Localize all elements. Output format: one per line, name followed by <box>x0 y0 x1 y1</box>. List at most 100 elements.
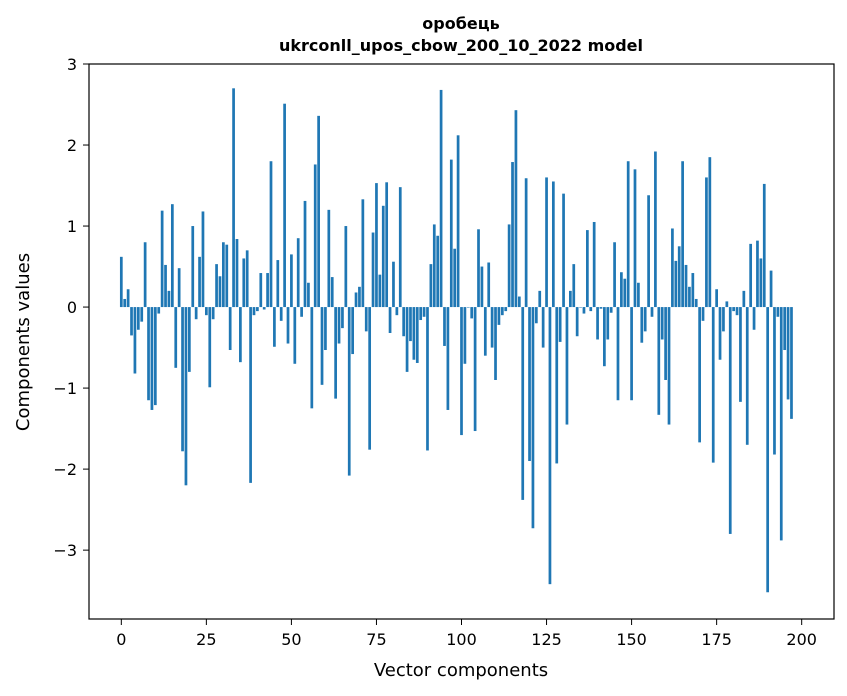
x-tick-label: 100 <box>446 630 477 649</box>
bar <box>511 162 514 308</box>
bar <box>776 307 780 317</box>
bar <box>667 307 671 425</box>
bar <box>419 307 423 321</box>
bar <box>684 264 688 308</box>
bar <box>211 307 215 320</box>
bar <box>786 307 790 400</box>
bar <box>187 307 191 372</box>
bar <box>694 298 698 308</box>
bar <box>480 266 484 308</box>
bar <box>470 307 474 319</box>
bar <box>320 307 324 385</box>
bar <box>460 307 463 436</box>
bar <box>249 307 252 483</box>
bar <box>752 307 756 330</box>
bar <box>317 115 320 308</box>
bar <box>534 307 538 324</box>
bar <box>483 307 487 356</box>
bar <box>671 228 674 308</box>
bar <box>759 258 763 308</box>
bar <box>153 307 157 406</box>
bar <box>358 286 361 308</box>
bar <box>290 254 293 308</box>
bar <box>494 307 497 380</box>
bar <box>531 307 535 529</box>
bar <box>436 235 440 308</box>
bar <box>749 243 753 308</box>
x-tick-label: 125 <box>531 630 562 649</box>
bar <box>283 103 286 308</box>
bar <box>351 307 355 355</box>
y-tick-label: 0 <box>67 298 77 317</box>
chart-title-line-1: оробець <box>422 14 499 33</box>
bar <box>262 307 266 310</box>
bar <box>368 307 372 450</box>
y-tick-label: −3 <box>53 541 77 560</box>
bar <box>606 307 610 340</box>
bar <box>201 211 205 308</box>
bar <box>235 239 239 308</box>
bar <box>456 135 460 308</box>
y-tick-label: 1 <box>67 217 77 236</box>
bar <box>225 244 229 308</box>
bar <box>279 307 283 321</box>
bar <box>551 181 555 308</box>
bar <box>742 290 746 308</box>
bar <box>378 274 382 308</box>
bar <box>327 209 331 308</box>
bar <box>422 307 426 317</box>
bar <box>361 199 365 308</box>
bar <box>160 210 164 308</box>
bar <box>773 307 776 455</box>
bar <box>402 307 406 337</box>
bar <box>545 177 548 308</box>
bar <box>674 260 678 308</box>
bar <box>136 307 140 330</box>
bar <box>620 272 623 308</box>
bar <box>228 307 232 351</box>
bar <box>119 256 123 308</box>
bar <box>779 307 783 541</box>
bar <box>296 238 300 308</box>
bar <box>375 183 378 308</box>
y-tick-label: 3 <box>67 55 77 74</box>
bar <box>443 307 446 346</box>
bar <box>218 276 222 308</box>
bar <box>722 307 725 332</box>
bar <box>222 242 225 308</box>
bar <box>728 307 732 534</box>
bar <box>677 246 681 308</box>
bar <box>637 282 640 308</box>
bar <box>310 307 314 409</box>
bar <box>232 88 235 308</box>
bar <box>463 307 467 364</box>
y-tick-label: 2 <box>67 136 77 155</box>
bar <box>205 307 208 316</box>
bar <box>174 307 178 368</box>
bar <box>497 307 501 325</box>
bar <box>698 307 701 443</box>
bar <box>432 224 436 308</box>
bar <box>453 248 457 308</box>
bar <box>412 307 416 360</box>
bar <box>568 290 572 308</box>
bar <box>466 307 470 308</box>
bar <box>769 270 773 308</box>
bar <box>589 307 593 312</box>
bar <box>245 250 249 308</box>
bar <box>398 187 402 308</box>
chart-title-line-2: ukrconll_upos_cbow_200_10_2022 model <box>279 36 643 55</box>
y-tick-label: −1 <box>53 379 77 398</box>
bar <box>504 307 508 312</box>
y-tick-label: −2 <box>53 460 77 479</box>
bar <box>256 307 259 312</box>
bar <box>732 307 736 312</box>
bar <box>181 307 184 452</box>
bar <box>344 226 348 308</box>
bar <box>140 307 144 322</box>
bar <box>538 290 542 308</box>
x-tick-label: 0 <box>116 630 126 649</box>
bar <box>603 307 606 367</box>
bar <box>449 159 453 308</box>
x-tick-label: 175 <box>701 630 732 649</box>
